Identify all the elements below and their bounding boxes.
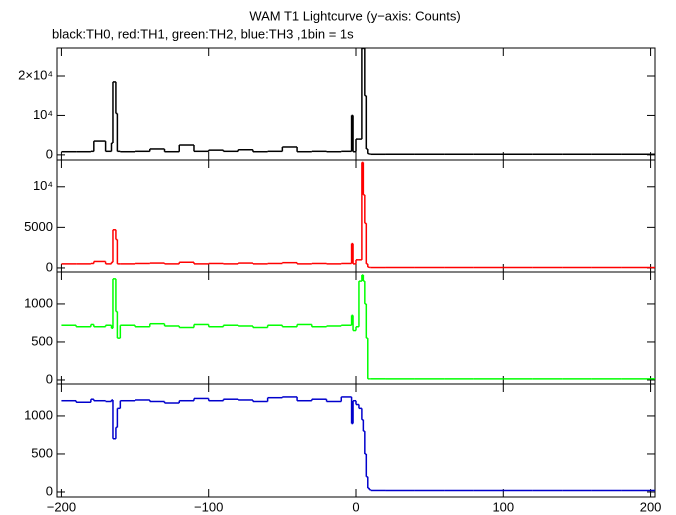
x-tick-label: 0 (352, 499, 359, 514)
chart-title: WAM T1 Lightcurve (y−axis: Counts) (249, 8, 460, 23)
y-tick-label: 10⁴ (33, 107, 53, 122)
chart-subtitle: black:TH0, red:TH1, green:TH2, blue:TH3 … (52, 26, 354, 41)
step-connector (90, 48, 372, 155)
x-tick-label: −100 (194, 499, 223, 514)
x-tick-label: 200 (640, 499, 662, 514)
y-tick-label: 2×10⁴ (18, 67, 53, 82)
y-tick-label: 0 (46, 371, 53, 386)
y-tick-label: 500 (31, 333, 53, 348)
y-tick-label: 500 (31, 445, 53, 460)
step-connector (90, 162, 372, 268)
step-connector (75, 275, 369, 379)
x-tick-label: −200 (47, 499, 76, 514)
y-tick-label: 5000 (24, 219, 53, 234)
y-tick-label: 1000 (24, 295, 53, 310)
y-tick-label: 1000 (24, 407, 53, 422)
y-tick-label: 0 (46, 259, 53, 274)
step-connector (75, 396, 372, 491)
y-tick-label: 0 (46, 146, 53, 161)
y-tick-label: 0 (46, 483, 53, 498)
y-tick-label: 10⁴ (33, 178, 53, 193)
x-tick-label: 100 (492, 499, 514, 514)
panel-frame (56, 159, 656, 273)
